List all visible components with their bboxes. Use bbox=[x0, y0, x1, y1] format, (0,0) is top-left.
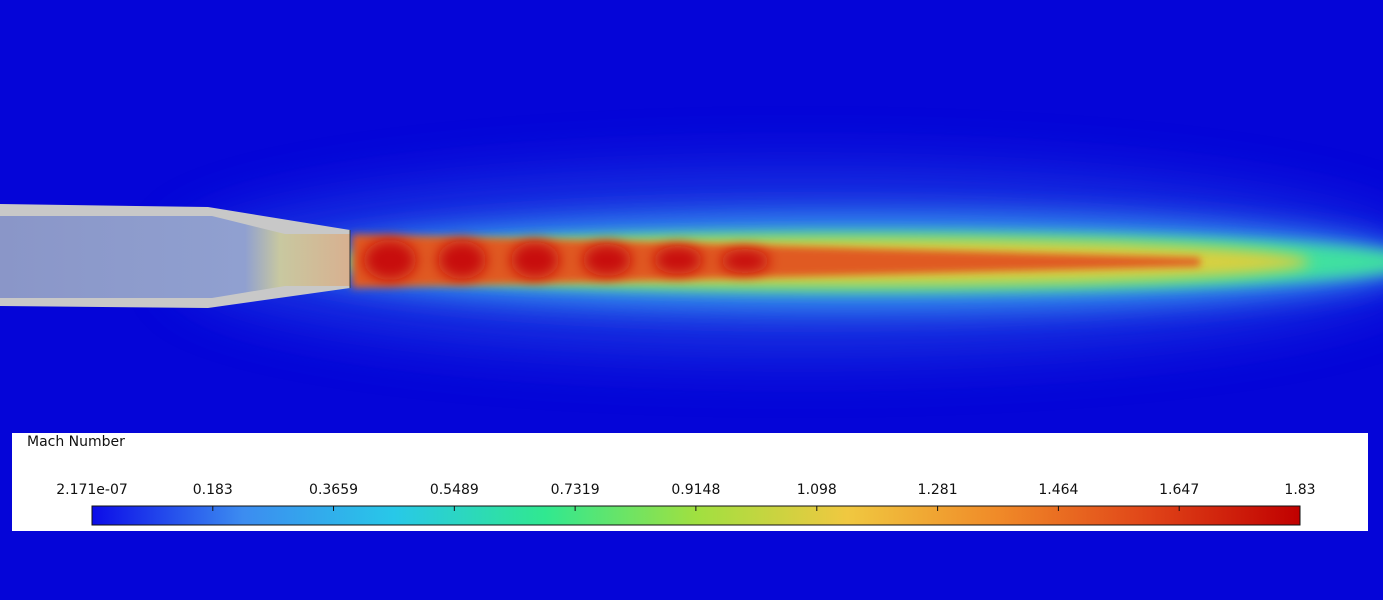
tick-label: 0.7319 bbox=[551, 482, 600, 498]
tick-label: 1.464 bbox=[1038, 482, 1078, 498]
tick-label: 1.83 bbox=[1284, 482, 1315, 498]
tick-label: 2.171e-07 bbox=[56, 482, 128, 498]
tick-label: 1.098 bbox=[797, 482, 837, 498]
tick-label: 0.183 bbox=[193, 482, 233, 498]
flow-field bbox=[180, 172, 1383, 352]
legend-title: Mach Number bbox=[27, 434, 125, 450]
nozzle bbox=[0, 204, 351, 308]
tick-label: 0.5489 bbox=[430, 482, 479, 498]
tick-label: 0.9148 bbox=[671, 482, 720, 498]
tick-label: 0.3659 bbox=[309, 482, 358, 498]
tick-label: 1.281 bbox=[918, 482, 958, 498]
tick-label: 1.647 bbox=[1159, 482, 1199, 498]
color-legend: Mach Number 2.171e-07 0.183 0.3659 0.5489 0.… bbox=[12, 433, 1368, 531]
